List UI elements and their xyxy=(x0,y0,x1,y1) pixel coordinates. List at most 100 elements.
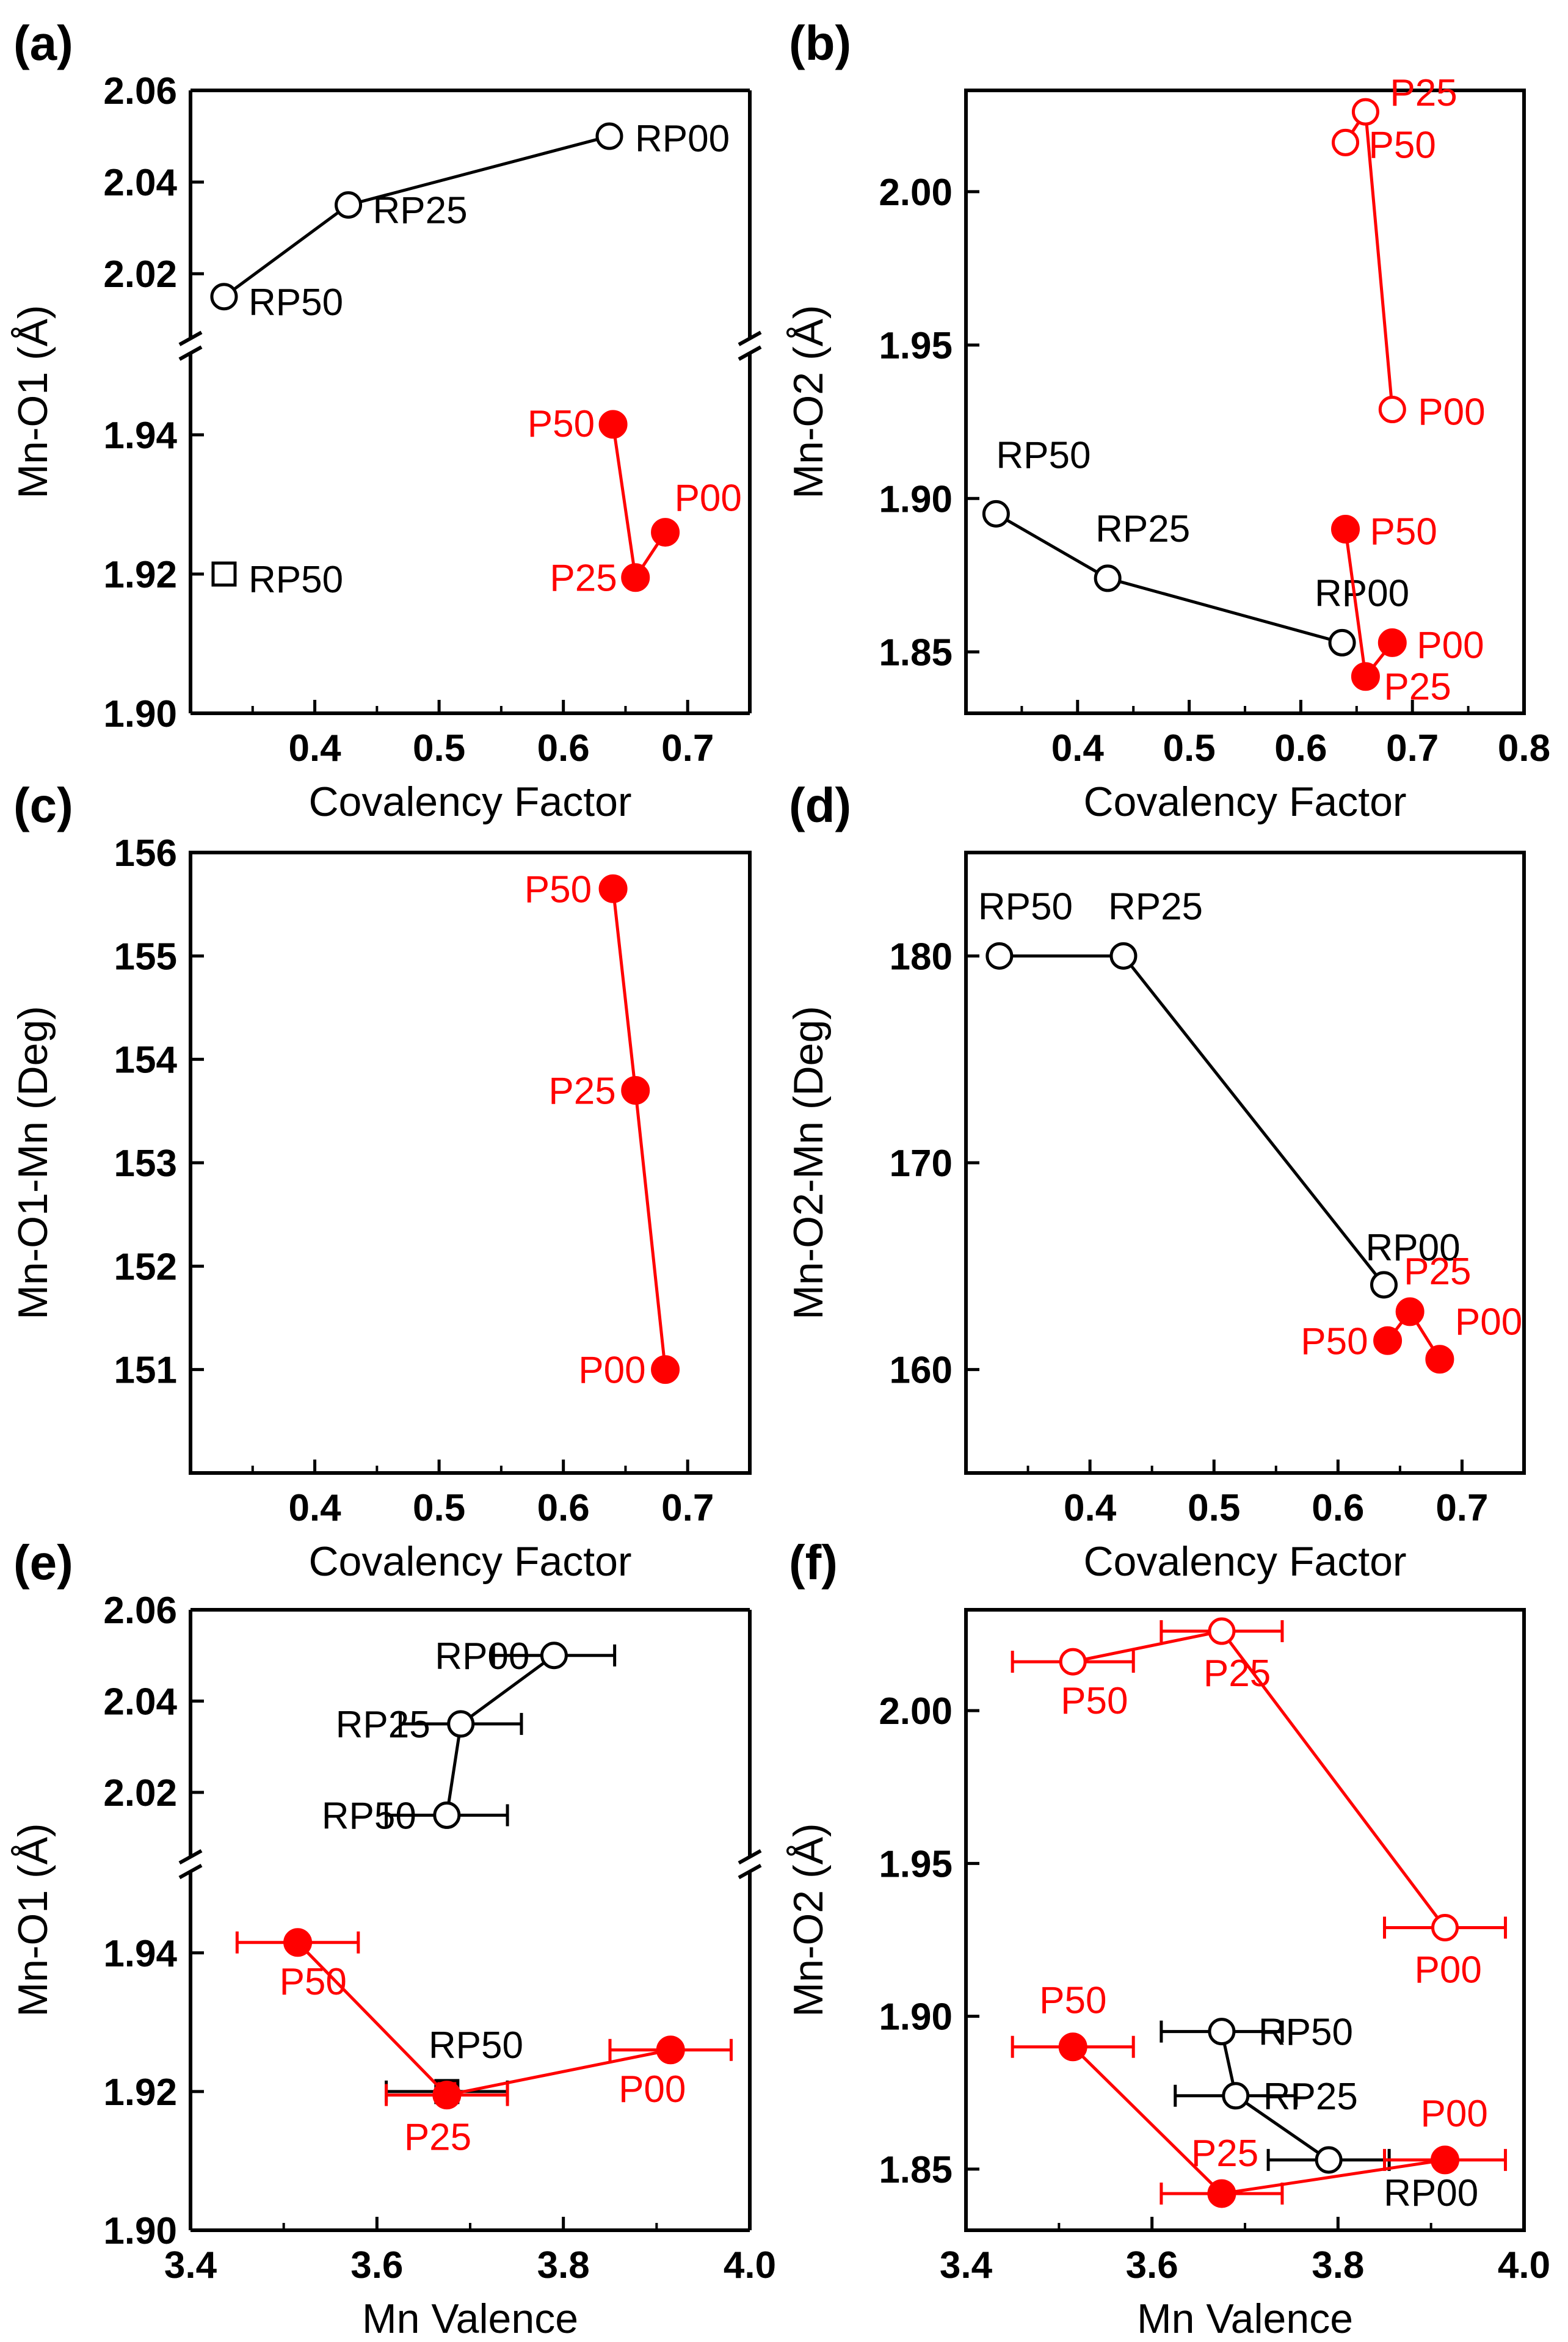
data-label: P25 xyxy=(548,1070,615,1112)
data-label: RP50 xyxy=(429,2024,523,2067)
data-point xyxy=(1109,942,1138,970)
data-label: RP50 xyxy=(249,282,343,324)
y-axis-title: Mn-O2-Mn (Deg) xyxy=(785,1006,832,1320)
series-p: P50 P25 P00 xyxy=(528,403,742,600)
y-tick-label: 160 xyxy=(890,1350,953,1392)
y-tick-label: 155 xyxy=(114,936,177,978)
data-point xyxy=(211,561,237,587)
panel-label: (a) xyxy=(13,16,73,70)
data-point xyxy=(1370,1271,1398,1299)
data-label: P25 xyxy=(1404,1251,1471,1293)
y-tick-label: 1.92 xyxy=(103,2071,177,2114)
y-tick-label: 2.02 xyxy=(103,1772,177,1814)
data-label: RP50 xyxy=(1258,2012,1353,2054)
data-label: P50 xyxy=(1061,1680,1128,1722)
data-label: P00 xyxy=(1421,2093,1488,2135)
data-point xyxy=(1332,128,1360,156)
data-point xyxy=(1094,564,1122,592)
data-point xyxy=(1328,628,1356,656)
data-label: P00 xyxy=(619,2068,686,2111)
y-tick-label: 1.90 xyxy=(879,478,953,520)
data-label: P00 xyxy=(578,1350,645,1392)
x-tick-label: 0.6 xyxy=(1274,727,1327,769)
data-point xyxy=(1208,1617,1236,1645)
y-tick-label: 154 xyxy=(114,1039,178,1082)
data-label: RP00 xyxy=(1365,1227,1460,1269)
axis-break-mark xyxy=(738,1863,762,1880)
data-point xyxy=(447,1710,475,1738)
data-point xyxy=(1431,1914,1459,1942)
axis-break-mark xyxy=(178,330,203,346)
y-tick-label: 1.85 xyxy=(879,2149,953,2191)
axis-break-mark xyxy=(178,1849,203,1865)
x-tick-label: 0.5 xyxy=(413,727,465,769)
chart-panel-b: (b) 0.4 0.5 0.6 0.7 0.8 1.85 1.90 1.95 2.00 Covale… xyxy=(785,16,1550,825)
panel-label: (c) xyxy=(13,778,73,832)
data-point xyxy=(1431,2145,1460,2175)
data-label: RP00 xyxy=(435,1635,529,1678)
series-rp50-square: RP50 xyxy=(211,559,343,601)
series-line xyxy=(611,424,667,582)
x-tick-label: 0.5 xyxy=(1163,727,1215,769)
x-axis-title: Covalency Factor xyxy=(308,1538,631,1585)
data-point xyxy=(598,410,628,439)
axis-break-mark xyxy=(738,345,762,361)
data-label: RP25 xyxy=(336,1704,430,1746)
series-p: P50 P25 P00 xyxy=(1301,1251,1522,1374)
x-tick-label: 0.4 xyxy=(288,1487,341,1529)
data-label: P25 xyxy=(1384,666,1451,708)
data-point xyxy=(1331,515,1360,544)
x-axis-title: Covalency Factor xyxy=(308,779,631,825)
x-tick-label: 3.6 xyxy=(1126,2244,1178,2286)
panel-label: (d) xyxy=(789,778,851,832)
data-point xyxy=(1377,628,1407,657)
data-label: P50 xyxy=(1369,124,1436,166)
y-tick-label: 151 xyxy=(114,1350,177,1392)
data-label: RP25 xyxy=(1108,886,1203,928)
y-tick-label: 1.90 xyxy=(103,693,177,735)
data-label: RP00 xyxy=(635,118,730,160)
data-point xyxy=(1058,2032,1087,2062)
series-line xyxy=(999,954,1385,1286)
y-tick-label: 2.02 xyxy=(103,253,177,296)
series-p-open: P50 P25 P00 xyxy=(1332,72,1486,434)
data-label: P25 xyxy=(550,558,617,600)
x-tick-label: 0.4 xyxy=(1064,1487,1117,1529)
data-label: P00 xyxy=(1455,1301,1522,1344)
y-tick-label: 1.90 xyxy=(103,2210,177,2252)
x-tick-label: 3.8 xyxy=(537,2244,590,2286)
data-point xyxy=(651,518,680,547)
y-axis-title: Mn-O2 (Å) xyxy=(785,1823,832,2017)
x-tick-label: 3.4 xyxy=(164,2244,217,2286)
series-line xyxy=(296,1941,671,2097)
series-p: P50 P25 P00 xyxy=(235,1928,733,2159)
data-label: P00 xyxy=(1418,391,1485,434)
data-label: P25 xyxy=(1191,2133,1258,2175)
data-label: RP25 xyxy=(1263,2076,1358,2118)
data-point xyxy=(283,1928,313,1957)
data-point xyxy=(1207,2179,1236,2208)
data-label: P25 xyxy=(1203,1653,1271,1695)
series-p-open: P50 P25 P00 xyxy=(1011,1617,1508,1991)
data-point xyxy=(1059,1648,1087,1676)
x-tick-label: 0.7 xyxy=(1436,1487,1488,1529)
x-tick-label: 0.6 xyxy=(1312,1487,1364,1529)
panel-label: (e) xyxy=(13,1535,73,1590)
data-label: RP50 xyxy=(996,434,1091,476)
y-tick-label: 2.04 xyxy=(103,1681,177,1723)
x-tick-label: 3.8 xyxy=(1312,2244,1364,2286)
y-tick-label: 170 xyxy=(890,1143,953,1185)
data-label: P00 xyxy=(1417,624,1484,666)
data-point xyxy=(595,122,623,150)
series-p: P50 P25 P00 xyxy=(524,868,680,1392)
y-tick-label: 2.06 xyxy=(103,70,177,112)
data-point xyxy=(210,283,238,311)
data-point xyxy=(1378,396,1406,424)
data-label: RP00 xyxy=(1384,2172,1478,2214)
